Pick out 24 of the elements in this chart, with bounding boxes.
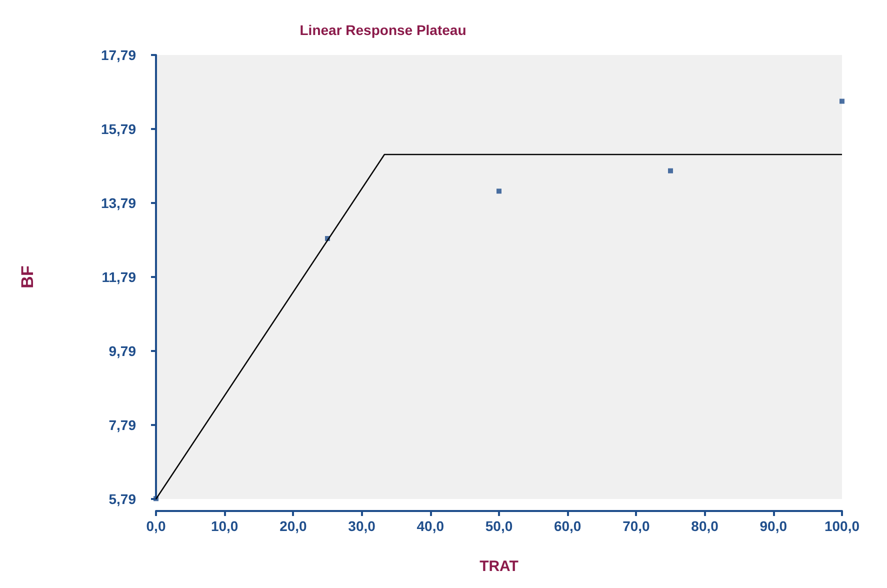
point [668, 168, 673, 174]
chart-title: Linear Response Plateau [300, 22, 466, 38]
y-tick-label: 5,79 [108, 491, 136, 507]
point [840, 98, 844, 104]
x-tick-label: 10,0 [210, 518, 238, 534]
x-tick-label: 30,0 [348, 518, 376, 534]
y-tick-label: 15,79 [100, 121, 136, 137]
y-tick-label: 9,79 [108, 343, 136, 359]
x-tick-label: 80,0 [691, 518, 719, 534]
x-tick-label: 0,0 [146, 518, 166, 534]
y-tick-label: 11,79 [102, 269, 136, 285]
x-tick-label: 90,0 [760, 518, 788, 534]
x-tick-label: 20,0 [280, 518, 308, 534]
y-axis-title: BF [18, 266, 37, 288]
x-tick-label: 50,0 [485, 518, 513, 534]
y-tick-label: 13,79 [100, 195, 136, 211]
x-tick-label: 40,0 [416, 518, 444, 534]
point [496, 188, 502, 194]
x-tick-label: 60,0 [554, 518, 582, 534]
x-axis-title: TRAT [480, 558, 518, 575]
y-tick-label: 7,79 [108, 417, 136, 433]
y-tick-label: 17,79 [100, 47, 136, 63]
x-tick-label: 100,0 [824, 518, 860, 534]
x-tick-label: 70,0 [622, 518, 650, 534]
